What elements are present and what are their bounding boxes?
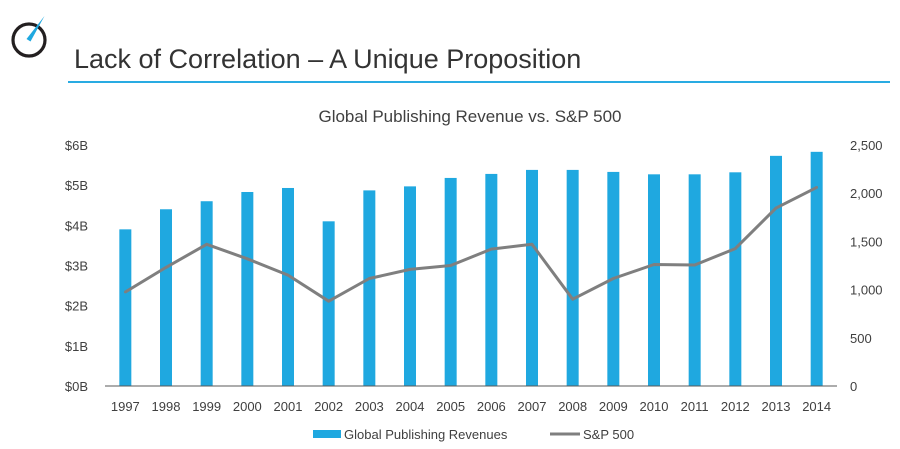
y-left-tick-label: $6B	[65, 138, 88, 153]
bar-2012	[729, 172, 742, 386]
x-tick-label: 2004	[396, 399, 425, 414]
sp500-point-2006	[489, 247, 493, 251]
bar-2011	[688, 174, 701, 386]
bar-2007	[526, 169, 538, 386]
sp500-point-2011	[693, 263, 697, 267]
x-tick-label: 2010	[640, 399, 669, 414]
legend-bar-label: Global Publishing Revenues	[344, 427, 508, 442]
x-tick-label: 2013	[762, 399, 791, 414]
sp500-point-2007	[530, 242, 534, 246]
x-tick-label: 2005	[436, 399, 465, 414]
legend: Global Publishing Revenues S&P 500	[313, 427, 634, 442]
sp500-point-2004	[408, 267, 412, 271]
y-left-tick-label: $3B	[65, 259, 88, 274]
x-tick-label: 2001	[274, 399, 303, 414]
bar-2006	[485, 173, 498, 386]
sp500-point-2003	[367, 277, 371, 280]
x-tick-label: 2008	[558, 399, 587, 414]
x-tick-label: 2002	[314, 399, 343, 414]
sp500-point-1998	[164, 266, 168, 269]
bar-2004	[404, 186, 416, 386]
legend-line-label: S&P 500	[583, 427, 634, 442]
title-divider	[68, 81, 890, 83]
gauge-icon	[11, 16, 47, 58]
sp500-line	[124, 186, 818, 303]
x-tick-label: 2009	[599, 399, 628, 414]
x-tick-label: 2006	[477, 399, 506, 414]
bar-1997	[119, 229, 132, 386]
y-left-tick-label: $1B	[65, 339, 88, 354]
ticks-layer: 1997 1998 1999 2000 2001 2002 2003 2004 2005 2006…	[65, 138, 883, 414]
page-title: Lack of Correlation – A Unique Propositi…	[74, 44, 582, 74]
bar-2010	[648, 174, 660, 386]
bar-2001	[282, 187, 294, 386]
y-right-tick-label: 2,500	[850, 138, 883, 153]
bar-2008	[566, 169, 579, 386]
x-tick-label: 2007	[518, 399, 547, 414]
y-right-tick-label: 500	[850, 331, 872, 346]
bar-2003	[363, 190, 376, 386]
bar-2000	[241, 191, 254, 386]
bar-2005	[444, 177, 457, 386]
y-left-tick-label: $0B	[65, 379, 88, 394]
sp500-point-2014	[815, 186, 819, 189]
chart-title: Global Publishing Revenue vs. S&P 500	[318, 107, 621, 126]
sp500-point-2001	[286, 273, 290, 277]
y-left-tick-label: $4B	[65, 218, 88, 233]
x-tick-label: 2003	[355, 399, 384, 414]
sp500-point-1999	[205, 242, 209, 246]
y-left-tick-label: $2B	[65, 299, 88, 314]
bars-layer	[119, 151, 823, 386]
sp500-point-2009	[611, 277, 615, 280]
x-tick-label: 1997	[111, 399, 140, 414]
y-right-tick-label: 1,000	[850, 283, 883, 298]
bar-2013	[770, 155, 782, 386]
x-tick-label: 1998	[152, 399, 181, 414]
x-tick-label: 2000	[233, 399, 262, 414]
legend-bar-swatch	[313, 430, 341, 438]
sp500-point-2005	[449, 264, 453, 267]
y-left-tick-label: $5B	[65, 178, 88, 193]
bar-2014	[810, 151, 823, 386]
sp500-point-2010	[652, 263, 656, 266]
x-tick-label: 2012	[721, 399, 750, 414]
y-right-tick-label: 2,000	[850, 186, 883, 201]
line-layer	[123, 186, 819, 303]
x-tick-label: 2014	[802, 399, 831, 414]
sp500-point-2012	[733, 247, 737, 251]
sp500-point-2013	[774, 206, 778, 210]
y-right-tick-label: 0	[850, 379, 857, 394]
sp500-point-2008	[571, 297, 575, 301]
y-right-tick-label: 1,500	[850, 234, 883, 249]
x-tick-label: 1999	[192, 399, 221, 414]
bar-1999	[200, 201, 213, 386]
sp500-point-2002	[327, 299, 331, 303]
sp500-point-1997	[123, 290, 127, 294]
x-tick-label: 2011	[681, 399, 709, 414]
bar-1998	[160, 209, 172, 386]
sp500-point-2000	[245, 257, 249, 261]
bar-2002	[322, 221, 335, 386]
